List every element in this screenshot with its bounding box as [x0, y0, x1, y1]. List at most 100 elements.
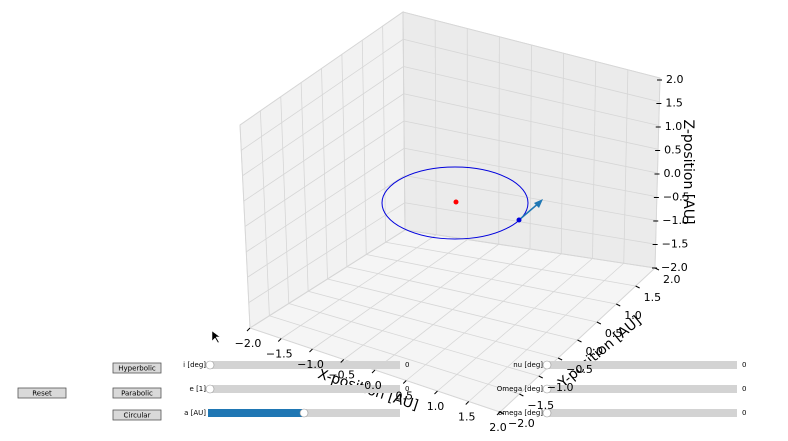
slider-label: a [AU]	[184, 409, 206, 417]
y-tick-label: −0.5	[566, 363, 593, 376]
grid	[239, 11, 661, 413]
grid-line	[346, 266, 597, 323]
slider-label: i [deg]	[183, 361, 206, 369]
grid-line	[366, 254, 617, 305]
slider-handle[interactable]	[299, 408, 309, 418]
y-tick	[499, 411, 505, 415]
orbiting-body	[516, 217, 522, 223]
grid-line	[404, 229, 656, 269]
grid-line	[402, 11, 661, 79]
grid-line	[403, 93, 659, 150]
button-label[interactable]: Parabolic	[121, 390, 153, 398]
z-tick-label: −0.5	[663, 191, 690, 204]
grid-line	[403, 66, 659, 126]
grid-line	[405, 253, 562, 381]
orbit	[381, 166, 529, 240]
button-label[interactable]: Circular	[124, 412, 151, 420]
y-tick	[616, 303, 621, 307]
grid-line	[239, 11, 404, 126]
grid-line	[654, 77, 661, 269]
y-tick-label: −2.0	[508, 417, 535, 430]
y-tick	[519, 393, 524, 397]
z-tick-label: 0.0	[664, 167, 682, 180]
z-tick-label: −2.0	[661, 261, 688, 274]
z-tick-label: 1.5	[665, 97, 683, 110]
x-tick-label: −0.5	[328, 369, 355, 382]
x-tick-label: 0.5	[396, 390, 414, 403]
slider-track[interactable]	[208, 385, 400, 393]
slider-label: Omega [deg]	[497, 385, 544, 393]
z-tick-label: 0.5	[664, 144, 682, 157]
y-tick	[557, 357, 563, 361]
z-tick-label: 1.0	[665, 120, 683, 133]
x-tick-label: −1.5	[266, 348, 293, 361]
slider-label: e [1]	[190, 385, 207, 393]
x-tick-label: −1.0	[297, 358, 324, 371]
grid-line	[341, 54, 348, 267]
button-label[interactable]: Hyperbolic	[118, 365, 156, 373]
arrow-head	[534, 199, 543, 208]
y-tick	[538, 375, 543, 379]
slider-handle[interactable]	[542, 360, 552, 370]
slider-track[interactable]	[545, 361, 737, 369]
slider-value: 0	[742, 361, 746, 369]
slider-label: omega [deg]	[498, 409, 543, 417]
y-tick-label: 1.0	[624, 309, 642, 322]
grid-line	[361, 40, 367, 255]
x-tick	[277, 338, 282, 342]
y-tick-label: 1.5	[644, 291, 662, 304]
grid-line	[403, 120, 658, 174]
x-tick-label: 0.0	[364, 379, 382, 392]
x-tick-label: 1.0	[427, 400, 445, 413]
button[interactable]	[112, 409, 162, 421]
y-tick	[635, 285, 640, 289]
slider-track[interactable]	[545, 409, 737, 417]
slider-handle[interactable]	[205, 360, 215, 370]
grid-line	[241, 38, 404, 151]
slider-value: 0	[742, 409, 746, 417]
slider-value: 0	[405, 361, 409, 369]
z-tick-label: −1.0	[662, 214, 689, 227]
y-tick	[596, 321, 602, 325]
mouse-cursor	[211, 330, 221, 344]
slider-fill	[208, 409, 304, 417]
y-tick-label: 2.0	[663, 273, 681, 286]
button-label[interactable]: Reset	[32, 390, 52, 398]
grid-line	[243, 93, 404, 202]
x-tick	[340, 359, 345, 363]
slider-value: 0	[742, 385, 746, 393]
x-tick	[246, 327, 251, 332]
y-tick-label: −1.5	[527, 399, 554, 412]
grid-line	[374, 248, 531, 371]
x-tick	[309, 348, 313, 353]
grid-line	[623, 69, 629, 264]
slider-handle[interactable]	[205, 384, 215, 394]
button[interactable]	[112, 387, 162, 399]
z-tick-label: 2.0	[666, 73, 684, 86]
slider-handle[interactable]	[542, 384, 552, 394]
grid-line	[382, 26, 387, 243]
x-tick-label: 2.0	[489, 421, 507, 434]
slider-handle[interactable]	[542, 408, 552, 418]
x-tick	[434, 390, 438, 395]
y-tick-label: −1.0	[547, 381, 574, 394]
x-tick-label: −2.0	[235, 337, 262, 350]
slider-label: nu [deg]	[513, 361, 543, 369]
x-tick	[371, 369, 376, 374]
z-axis-label: Z-position [AU]	[680, 119, 696, 224]
grid-line	[244, 120, 405, 227]
slider-track[interactable]	[545, 385, 737, 393]
grid-line	[468, 262, 625, 402]
button[interactable]	[17, 387, 67, 399]
grid-line	[437, 258, 593, 392]
x-tick-label: 1.5	[458, 411, 476, 424]
button[interactable]	[112, 362, 162, 374]
z-tick-label: −1.5	[662, 238, 689, 251]
y-tick	[577, 339, 582, 343]
slider-track[interactable]	[208, 361, 400, 369]
slider-value: 0	[405, 385, 409, 393]
grid-line	[560, 53, 565, 254]
x-tick	[402, 380, 407, 384]
x-tick	[496, 411, 501, 416]
